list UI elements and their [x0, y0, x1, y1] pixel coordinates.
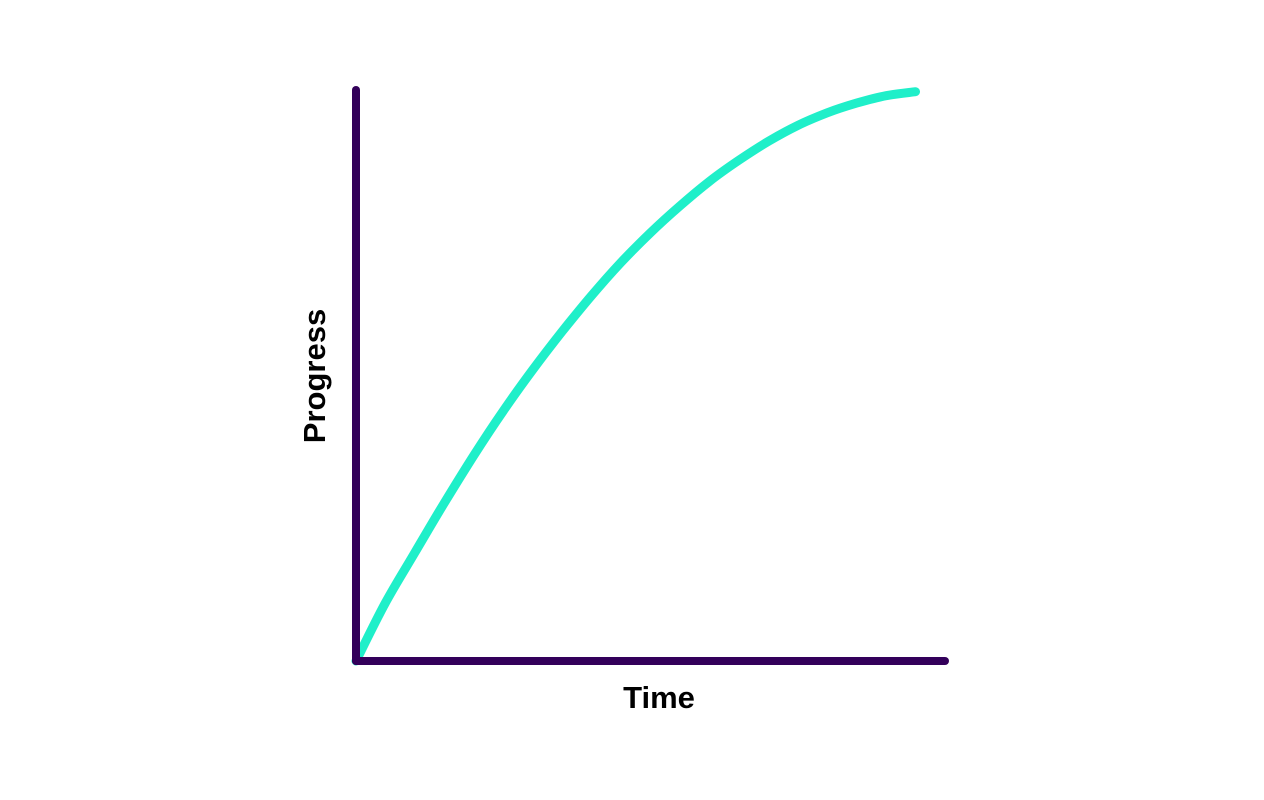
x-axis-label: Time [623, 680, 695, 715]
series-line [351, 87, 920, 666]
y-axis-label: Progress [297, 309, 332, 443]
